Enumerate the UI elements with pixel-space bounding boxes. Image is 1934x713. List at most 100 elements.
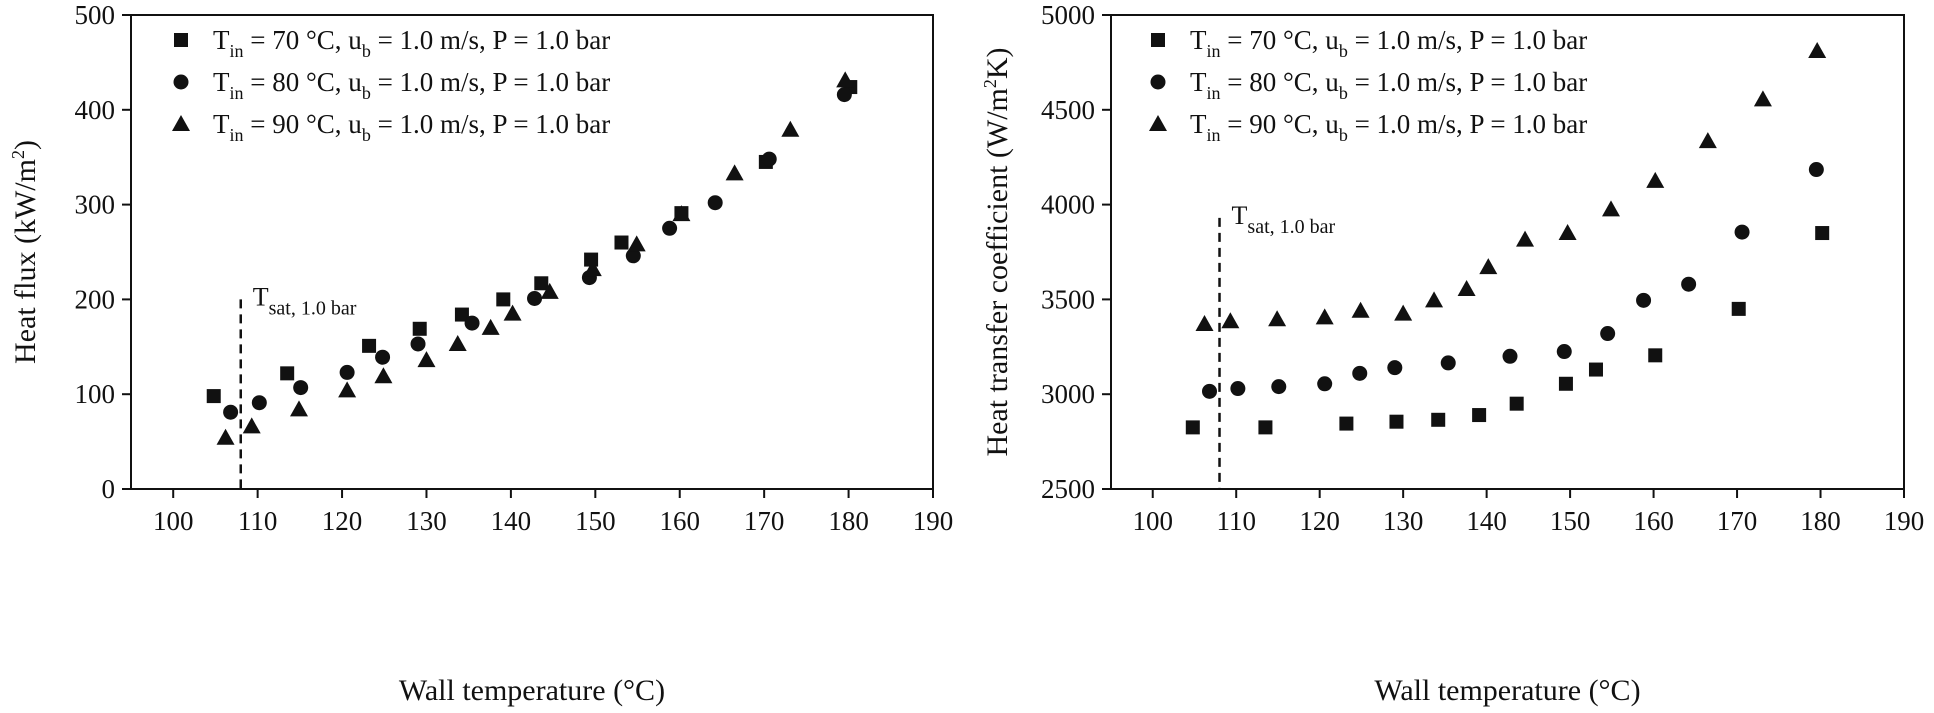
x-tick-label: 170 [744,506,785,536]
data-point-circle [1440,355,1456,371]
data-point-circle [707,195,723,211]
data-point-circle [339,364,355,380]
series-triangle [216,71,855,445]
data-point-circle [761,151,777,167]
data-point-triangle [781,120,800,137]
legend: Tin = 70 °C, ub = 1.0 m/s, P = 1.0 bar Ti… [1149,25,1587,145]
legend-marker-square [174,33,188,47]
x-axis-title: Wall temperature (°C) [399,674,665,707]
series-triangle [1195,42,1827,332]
data-point-square [1648,348,1663,363]
data-point-triangle [1698,132,1717,149]
data-point-triangle [725,164,744,181]
data-point-circle [1352,365,1368,381]
data-point-circle [293,380,309,396]
data-point-square [496,292,511,307]
data-point-circle [223,404,239,420]
data-point-circle [836,87,852,103]
x-tick-label: 190 [1884,506,1925,536]
data-point-triangle [338,381,357,398]
legend-label: Tin = 70 °C, ub = 1.0 m/s, P = 1.0 bar [213,25,610,61]
y-tick-label: 3500 [1041,284,1095,314]
x-tick-label: 120 [322,506,363,536]
chart-panel-2: 100 110 120 130 140 150 160 170 180 190 2500 3000 35… [980,0,1924,707]
y-tick-label: 100 [75,379,116,409]
x-tick-label: 140 [491,506,532,536]
x-tick-label: 150 [1550,506,1591,536]
x-tick-label: 110 [238,506,278,536]
data-point-triangle [216,428,235,445]
data-point-square [280,366,295,381]
y-tick-label: 200 [75,284,116,314]
data-point-square [584,252,599,267]
data-point-triangle [417,351,436,368]
data-point-circle [1230,381,1246,397]
data-point-square [362,338,377,353]
data-point-triangle [1394,304,1413,321]
x-tick-label: 150 [575,506,616,536]
legend: Tin = 70 °C, ub = 1.0 m/s, P = 1.0 bar Ti… [172,25,610,145]
plot-frame [1110,14,1905,490]
y-tick-label: 4500 [1041,95,1095,125]
data-point-triangle [1479,258,1498,275]
data-point-circle [251,395,267,411]
data-point-square [1339,416,1354,431]
data-point-square [454,307,469,322]
data-point-triangle [836,71,855,88]
data-point-circle [1600,326,1616,342]
x-tick-label: 130 [1383,506,1424,536]
tsat-annotation: Tsat, 1.0 bar [1232,201,1336,238]
data-point-square [1815,226,1830,241]
legend-marker-circle [173,74,189,90]
y-tick-label: 2500 [1041,474,1095,504]
data-point-circle [1317,376,1333,392]
data-point-triangle [1221,312,1240,329]
y-tick-label: 400 [75,95,116,125]
data-point-square [206,389,221,404]
data-point-circle [410,336,426,352]
data-point-triangle [1425,291,1444,308]
data-point-square [614,235,629,250]
y-tick-label: 300 [75,190,116,220]
y-tick-label: 0 [102,474,116,504]
data-point-circle [1271,379,1287,395]
data-point-circle [1387,360,1403,376]
data-point-circle [662,220,678,236]
data-point-triangle [1351,301,1370,318]
series-square [1185,226,1830,435]
data-point-square [1588,362,1603,377]
legend-label: Tin = 90 °C, ub = 1.0 m/s, P = 1.0 bar [213,109,610,145]
data-point-circle [1636,292,1652,308]
data-point-triangle [1195,315,1214,332]
data-point-triangle [1268,310,1287,327]
data-point-square [1258,420,1273,435]
data-point-triangle [481,318,500,335]
data-point-square [1509,396,1524,411]
x-tick-label: 110 [1216,506,1256,536]
data-point-triangle [1753,90,1772,107]
plot-frame [130,14,934,490]
data-point-triangle [1315,308,1334,325]
data-point-triangle [583,260,602,277]
data-point-triangle [374,367,393,384]
data-point-square [1731,301,1746,316]
data-point-circle [1808,162,1824,178]
data-point-circle [1201,383,1217,399]
data-point-circle [375,349,391,365]
series-circle [1201,162,1824,399]
legend-label: Tin = 80 °C, ub = 1.0 m/s, P = 1.0 bar [1190,67,1587,103]
data-point-triangle [1602,200,1621,217]
x-axis-title: Wall temperature (°C) [1374,674,1640,707]
data-point-triangle [242,417,261,434]
data-point-circle [625,248,641,264]
data-point-square [412,321,427,336]
legend-marker-square [1151,33,1165,47]
chart-panel-1: 100 110 120 130 140 150 160 170 180 190 0 100 200 300… [8,0,953,707]
data-point-triangle [1457,279,1476,296]
data-point-triangle [540,282,559,299]
y-tick-label: 3000 [1041,379,1095,409]
x-tick-label: 140 [1466,506,1507,536]
x-tick-label: 120 [1299,506,1340,536]
data-point-triangle [1558,224,1577,241]
